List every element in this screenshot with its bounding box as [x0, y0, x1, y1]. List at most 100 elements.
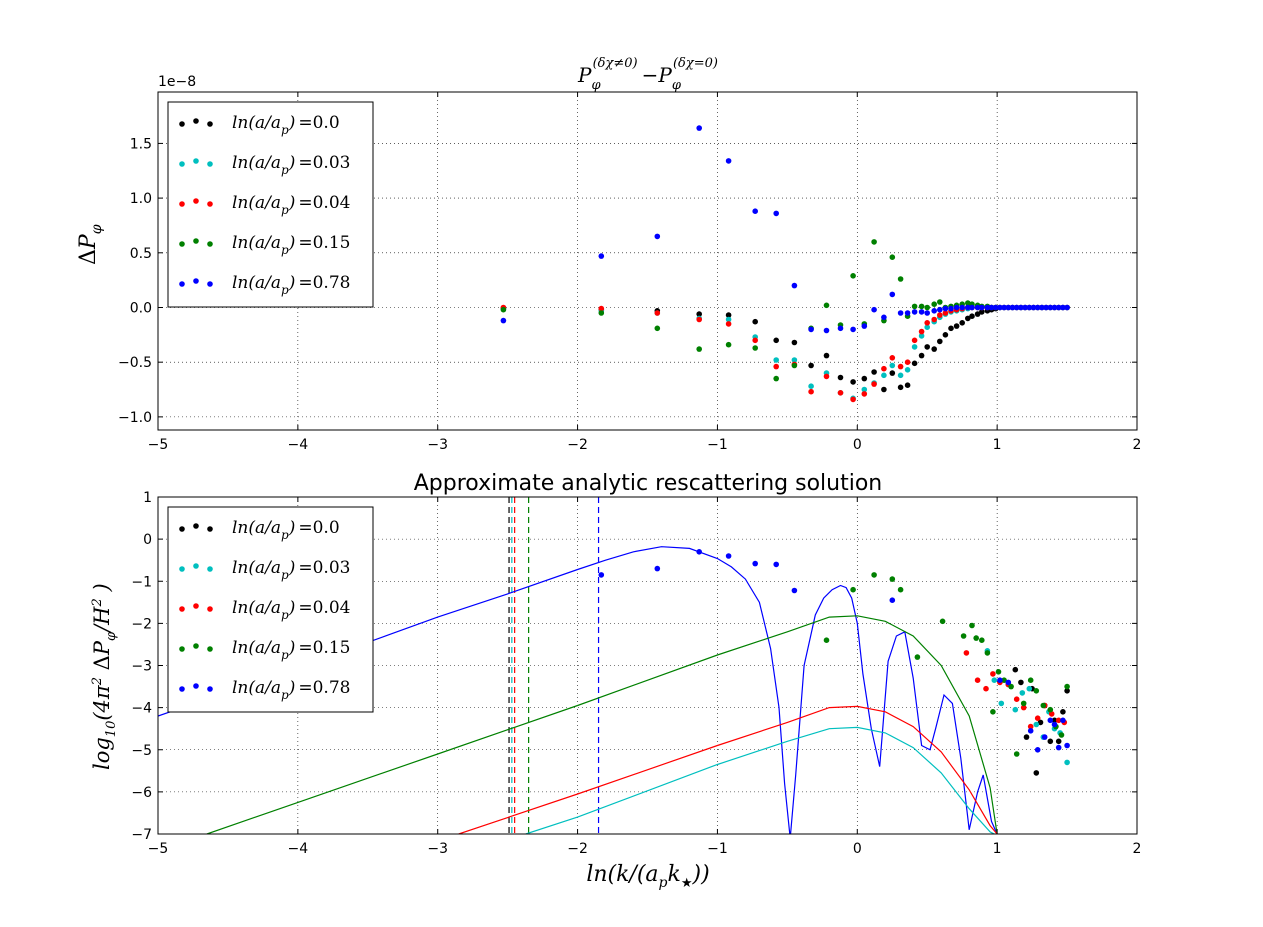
data-point — [998, 700, 1005, 707]
y-tick-label: −5 — [131, 743, 152, 759]
top-offset-label: 1e−8 — [158, 74, 196, 90]
data-point — [1027, 677, 1034, 683]
bottom-line-panel: Approximate analytic rescattering soluti… — [90, 471, 1141, 891]
data-point — [1027, 728, 1034, 734]
data-point — [937, 306, 943, 313]
data-point — [773, 363, 779, 370]
data-point — [725, 158, 732, 164]
data-point — [1033, 721, 1040, 728]
legend-marker — [207, 646, 213, 652]
data-point — [918, 309, 925, 315]
data-point — [837, 390, 844, 396]
y-tick-label: 0 — [143, 532, 152, 548]
data-point — [654, 310, 661, 316]
data-point — [861, 391, 868, 397]
bottom-ticks: −5 −4 −3 −2 −1 0 1 2 −7 −6 −5 −4 −3 −2 −1 0 1 — [131, 490, 1141, 857]
legend-marker — [193, 643, 199, 649]
data-point — [969, 622, 975, 629]
data-point — [500, 317, 507, 324]
legend-marker — [207, 606, 213, 612]
data-point — [965, 315, 971, 322]
data-point — [984, 650, 991, 656]
data-point — [889, 362, 896, 369]
data-point — [990, 671, 996, 677]
analytic-curve — [525, 726, 995, 834]
analytic-curve — [206, 615, 998, 834]
data-point — [1008, 683, 1014, 690]
data-point — [1012, 706, 1019, 713]
legend-marker — [207, 121, 213, 127]
legend-marker — [193, 118, 199, 124]
data-point — [991, 677, 998, 683]
data-point — [1013, 696, 1020, 702]
data-point — [937, 338, 943, 345]
data-point — [1012, 666, 1019, 673]
legend-label: ln(a/ap) =0.03 — [232, 153, 350, 177]
data-point — [963, 650, 970, 656]
data-point — [1048, 711, 1055, 717]
data-point — [931, 316, 937, 323]
data-point — [808, 388, 814, 395]
data-point — [924, 320, 930, 326]
y-tick-label: −6 — [131, 785, 152, 801]
data-point — [881, 372, 887, 379]
data-point — [823, 352, 830, 359]
legend-label: ln(a/ap) =0.03 — [232, 558, 350, 582]
data-point — [861, 375, 868, 382]
data-point — [1009, 304, 1016, 311]
top-scatter-panel: −5 −4 −3 −2 −1 0 1 2 −1.0 −0.5 0.0 0.5 1.0 1.5 1e−8 P… — [76, 56, 1141, 453]
legend-marker — [207, 241, 213, 247]
data-point — [823, 373, 830, 380]
data-point — [1060, 717, 1066, 724]
data-point — [1064, 688, 1070, 694]
data-point — [1030, 304, 1037, 311]
data-point — [911, 303, 918, 310]
data-point — [850, 396, 856, 403]
data-point — [918, 328, 925, 335]
data-point — [871, 306, 877, 313]
data-point — [889, 597, 896, 603]
data-point — [942, 332, 949, 338]
x-tick-label: −2 — [567, 437, 588, 453]
data-point — [942, 310, 949, 316]
data-point — [959, 320, 965, 326]
data-point — [889, 355, 896, 361]
x-tick-label: −1 — [707, 437, 728, 453]
data-point — [911, 337, 918, 344]
legend-marker — [193, 603, 199, 609]
data-point — [965, 304, 971, 311]
data-point — [1033, 770, 1040, 776]
legend-marker — [179, 241, 185, 247]
data-point — [837, 325, 844, 332]
data-point — [881, 314, 887, 321]
data-point — [1020, 704, 1027, 711]
y-tick-label: −4 — [131, 701, 152, 717]
data-point — [1034, 715, 1041, 721]
data-point — [897, 310, 904, 316]
y-tick-label: 1 — [143, 490, 152, 506]
x-tick-label: −1 — [707, 841, 728, 857]
data-point — [791, 357, 798, 363]
legend-marker — [179, 606, 185, 612]
data-point — [791, 339, 798, 346]
data-point — [861, 386, 868, 393]
data-point — [959, 304, 965, 311]
bottom-ylabel: log10(4π2 ΔPφ/H2 ) — [90, 583, 119, 770]
data-point — [1026, 304, 1033, 311]
data-point — [725, 312, 732, 318]
data-point — [897, 384, 904, 391]
bottom-data-points — [598, 549, 1070, 776]
data-point — [1047, 304, 1054, 311]
legend-marker — [179, 646, 185, 652]
data-point — [983, 685, 989, 692]
data-point — [924, 344, 930, 350]
data-point — [823, 327, 830, 334]
data-point — [979, 309, 985, 315]
data-point — [881, 386, 887, 393]
data-point — [948, 325, 954, 332]
legend-marker — [179, 686, 185, 692]
legend-label: ln(a/ap) =0.78 — [232, 273, 350, 297]
top-ticks: −5 −4 −3 −2 −1 0 1 2 −1.0 −0.5 0.0 0.5 1.0 1.5 — [118, 92, 1141, 453]
data-point — [1041, 734, 1048, 740]
data-point — [871, 381, 877, 387]
